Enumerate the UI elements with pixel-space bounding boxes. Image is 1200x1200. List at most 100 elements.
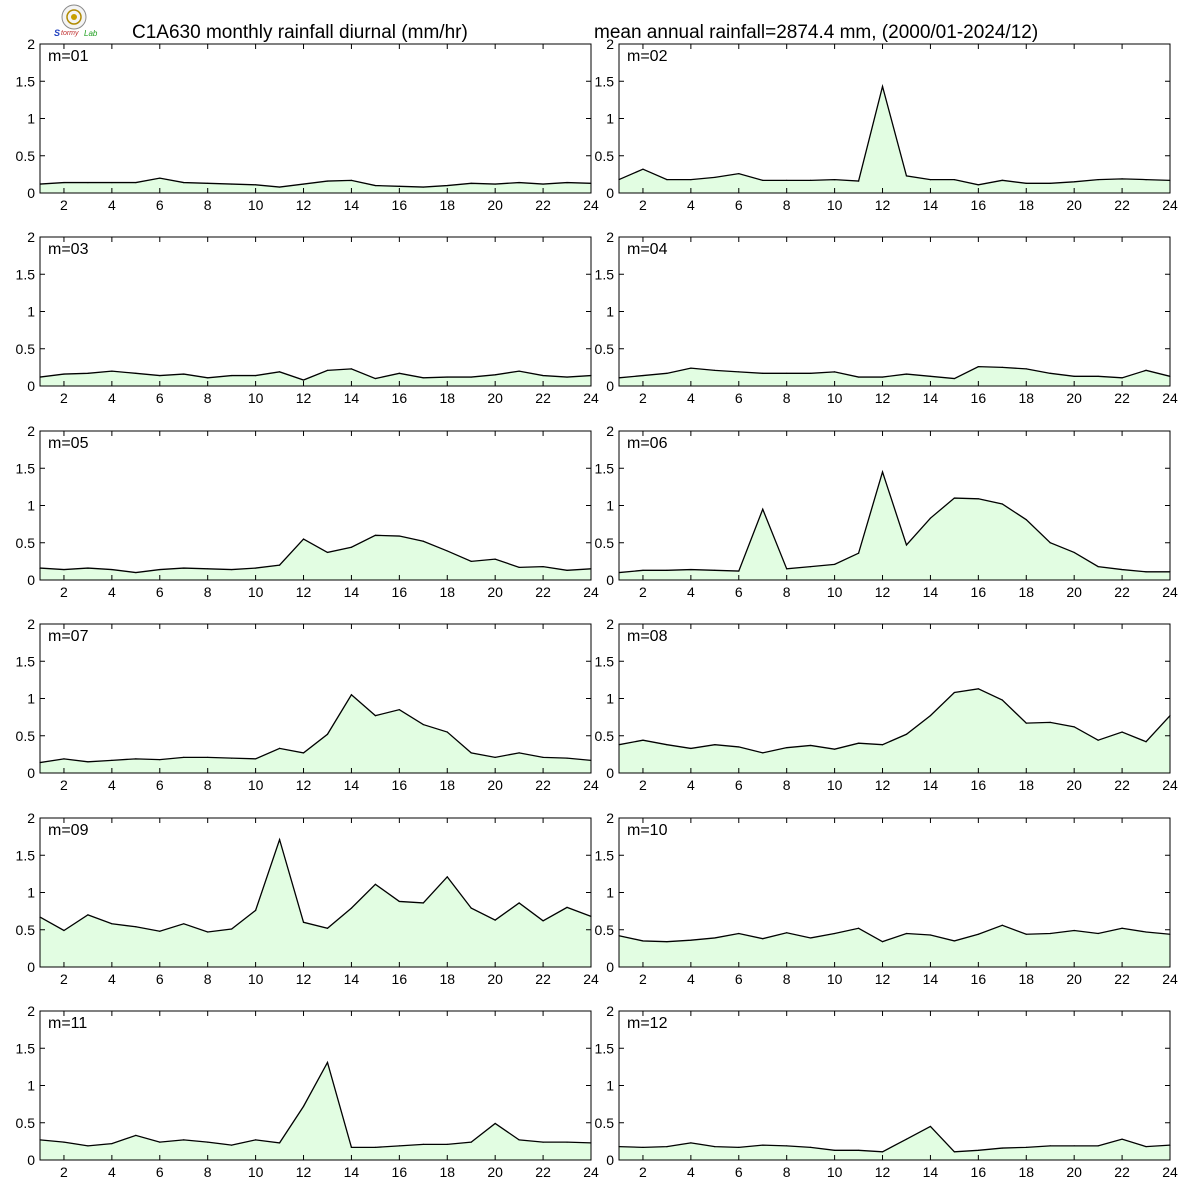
- data-point: [278, 186, 281, 188]
- data-point: [1121, 927, 1123, 929]
- y-tick-label: 1.5: [595, 653, 615, 669]
- x-tick-label: 22: [535, 1164, 551, 1180]
- x-tick-label: 18: [1018, 584, 1034, 600]
- data-point: [1121, 568, 1123, 571]
- series-line: [618, 688, 1171, 754]
- y-tick-label: 0: [606, 959, 614, 975]
- data-point: [666, 1145, 668, 1148]
- data-point: [494, 374, 496, 376]
- y-tick-label: 1: [606, 691, 614, 707]
- x-tick-label: 24: [1162, 584, 1178, 600]
- data-point: [231, 757, 233, 759]
- y-tick-label: 0.5: [16, 341, 36, 357]
- data-point: [1025, 1146, 1027, 1148]
- data-point: [1097, 1145, 1099, 1147]
- data-point: [494, 183, 496, 185]
- panel-m-11: 00.511.522 4 6 8 10 12 14 16 18 20 22 24m=11: [16, 1003, 599, 1180]
- data-point: [87, 1145, 89, 1147]
- data-point: [326, 369, 329, 371]
- panel-label: m=03: [48, 241, 89, 258]
- y-tick-label: 2: [606, 423, 614, 439]
- x-tick-label: 22: [535, 390, 551, 406]
- data-point: [929, 1125, 932, 1128]
- y-tick-label: 0.5: [595, 341, 615, 357]
- data-point: [302, 183, 305, 185]
- data-point: [1001, 366, 1003, 368]
- data-point: [1001, 924, 1003, 926]
- x-tick-label: 18: [439, 777, 455, 793]
- data-point: [159, 374, 161, 377]
- x-tick-label: 14: [344, 584, 360, 600]
- data-point: [446, 184, 448, 187]
- data-point: [302, 379, 305, 381]
- y-tick-label: 0.5: [595, 922, 615, 938]
- y-tick-label: 1.5: [16, 266, 36, 282]
- data-point: [422, 723, 424, 726]
- data-point: [953, 940, 955, 942]
- data-point: [953, 691, 955, 694]
- data-point: [278, 564, 281, 566]
- data-point: [63, 929, 65, 932]
- data-point: [566, 181, 568, 184]
- data-point: [302, 921, 305, 923]
- x-tick-label: 16: [392, 971, 408, 987]
- data-point: [1001, 503, 1003, 505]
- x-tick-label: 2: [639, 777, 647, 793]
- x-tick-label: 18: [1018, 390, 1034, 406]
- data-point: [231, 1144, 233, 1146]
- data-point: [87, 914, 89, 916]
- x-tick-label: 8: [783, 584, 791, 600]
- data-point: [834, 371, 836, 373]
- x-tick-label: 24: [1162, 971, 1178, 987]
- series-line: [39, 177, 592, 188]
- x-tick-label: 24: [583, 1164, 599, 1180]
- data-point: [834, 748, 836, 750]
- data-point: [542, 183, 544, 185]
- y-tick-label: 1: [606, 304, 614, 320]
- logo-icon: S tormy Lab: [54, 4, 98, 38]
- y-tick-label: 1.5: [16, 1040, 36, 1056]
- x-tick-label: 8: [204, 1164, 212, 1180]
- x-tick-label: 18: [439, 971, 455, 987]
- y-tick-label: 0: [27, 1152, 35, 1168]
- data-point: [446, 1143, 448, 1145]
- x-tick-label: 18: [439, 584, 455, 600]
- plot-frame: [39, 236, 592, 387]
- y-tick-label: 0.5: [595, 1115, 615, 1131]
- data-point: [302, 1105, 305, 1107]
- x-tick-label: 24: [1162, 390, 1178, 406]
- series-area: [619, 86, 1170, 193]
- data-point: [666, 569, 668, 571]
- x-tick-label: 20: [487, 197, 503, 213]
- x-tick-label: 16: [971, 390, 987, 406]
- x-tick-label: 4: [687, 390, 695, 406]
- panel-label: m=04: [627, 241, 668, 258]
- x-tick-label: 12: [875, 1164, 891, 1180]
- y-tick-label: 0: [606, 572, 614, 588]
- data-point: [63, 181, 65, 184]
- data-point: [786, 372, 788, 374]
- y-tick-label: 0.5: [595, 535, 615, 551]
- x-tick-label: 12: [875, 971, 891, 987]
- data-point: [63, 758, 65, 760]
- data-point: [231, 183, 233, 185]
- data-point: [494, 919, 496, 921]
- data-point: [977, 184, 979, 186]
- x-tick-label: 8: [783, 777, 791, 793]
- data-point: [326, 733, 329, 735]
- x-tick-label: 6: [735, 584, 743, 600]
- data-point: [905, 175, 908, 177]
- y-tick-label: 1: [27, 304, 35, 320]
- data-point: [87, 761, 89, 763]
- y-tick-label: 0: [606, 185, 614, 201]
- data-point: [905, 1138, 908, 1140]
- data-point: [255, 184, 257, 186]
- data-point: [1049, 932, 1051, 935]
- y-tick-label: 2: [606, 36, 614, 52]
- data-point: [666, 372, 668, 374]
- data-point: [63, 1141, 65, 1143]
- x-tick-label: 2: [60, 971, 68, 987]
- data-point: [953, 178, 955, 181]
- x-tick-label: 12: [296, 971, 312, 987]
- data-point: [63, 568, 65, 571]
